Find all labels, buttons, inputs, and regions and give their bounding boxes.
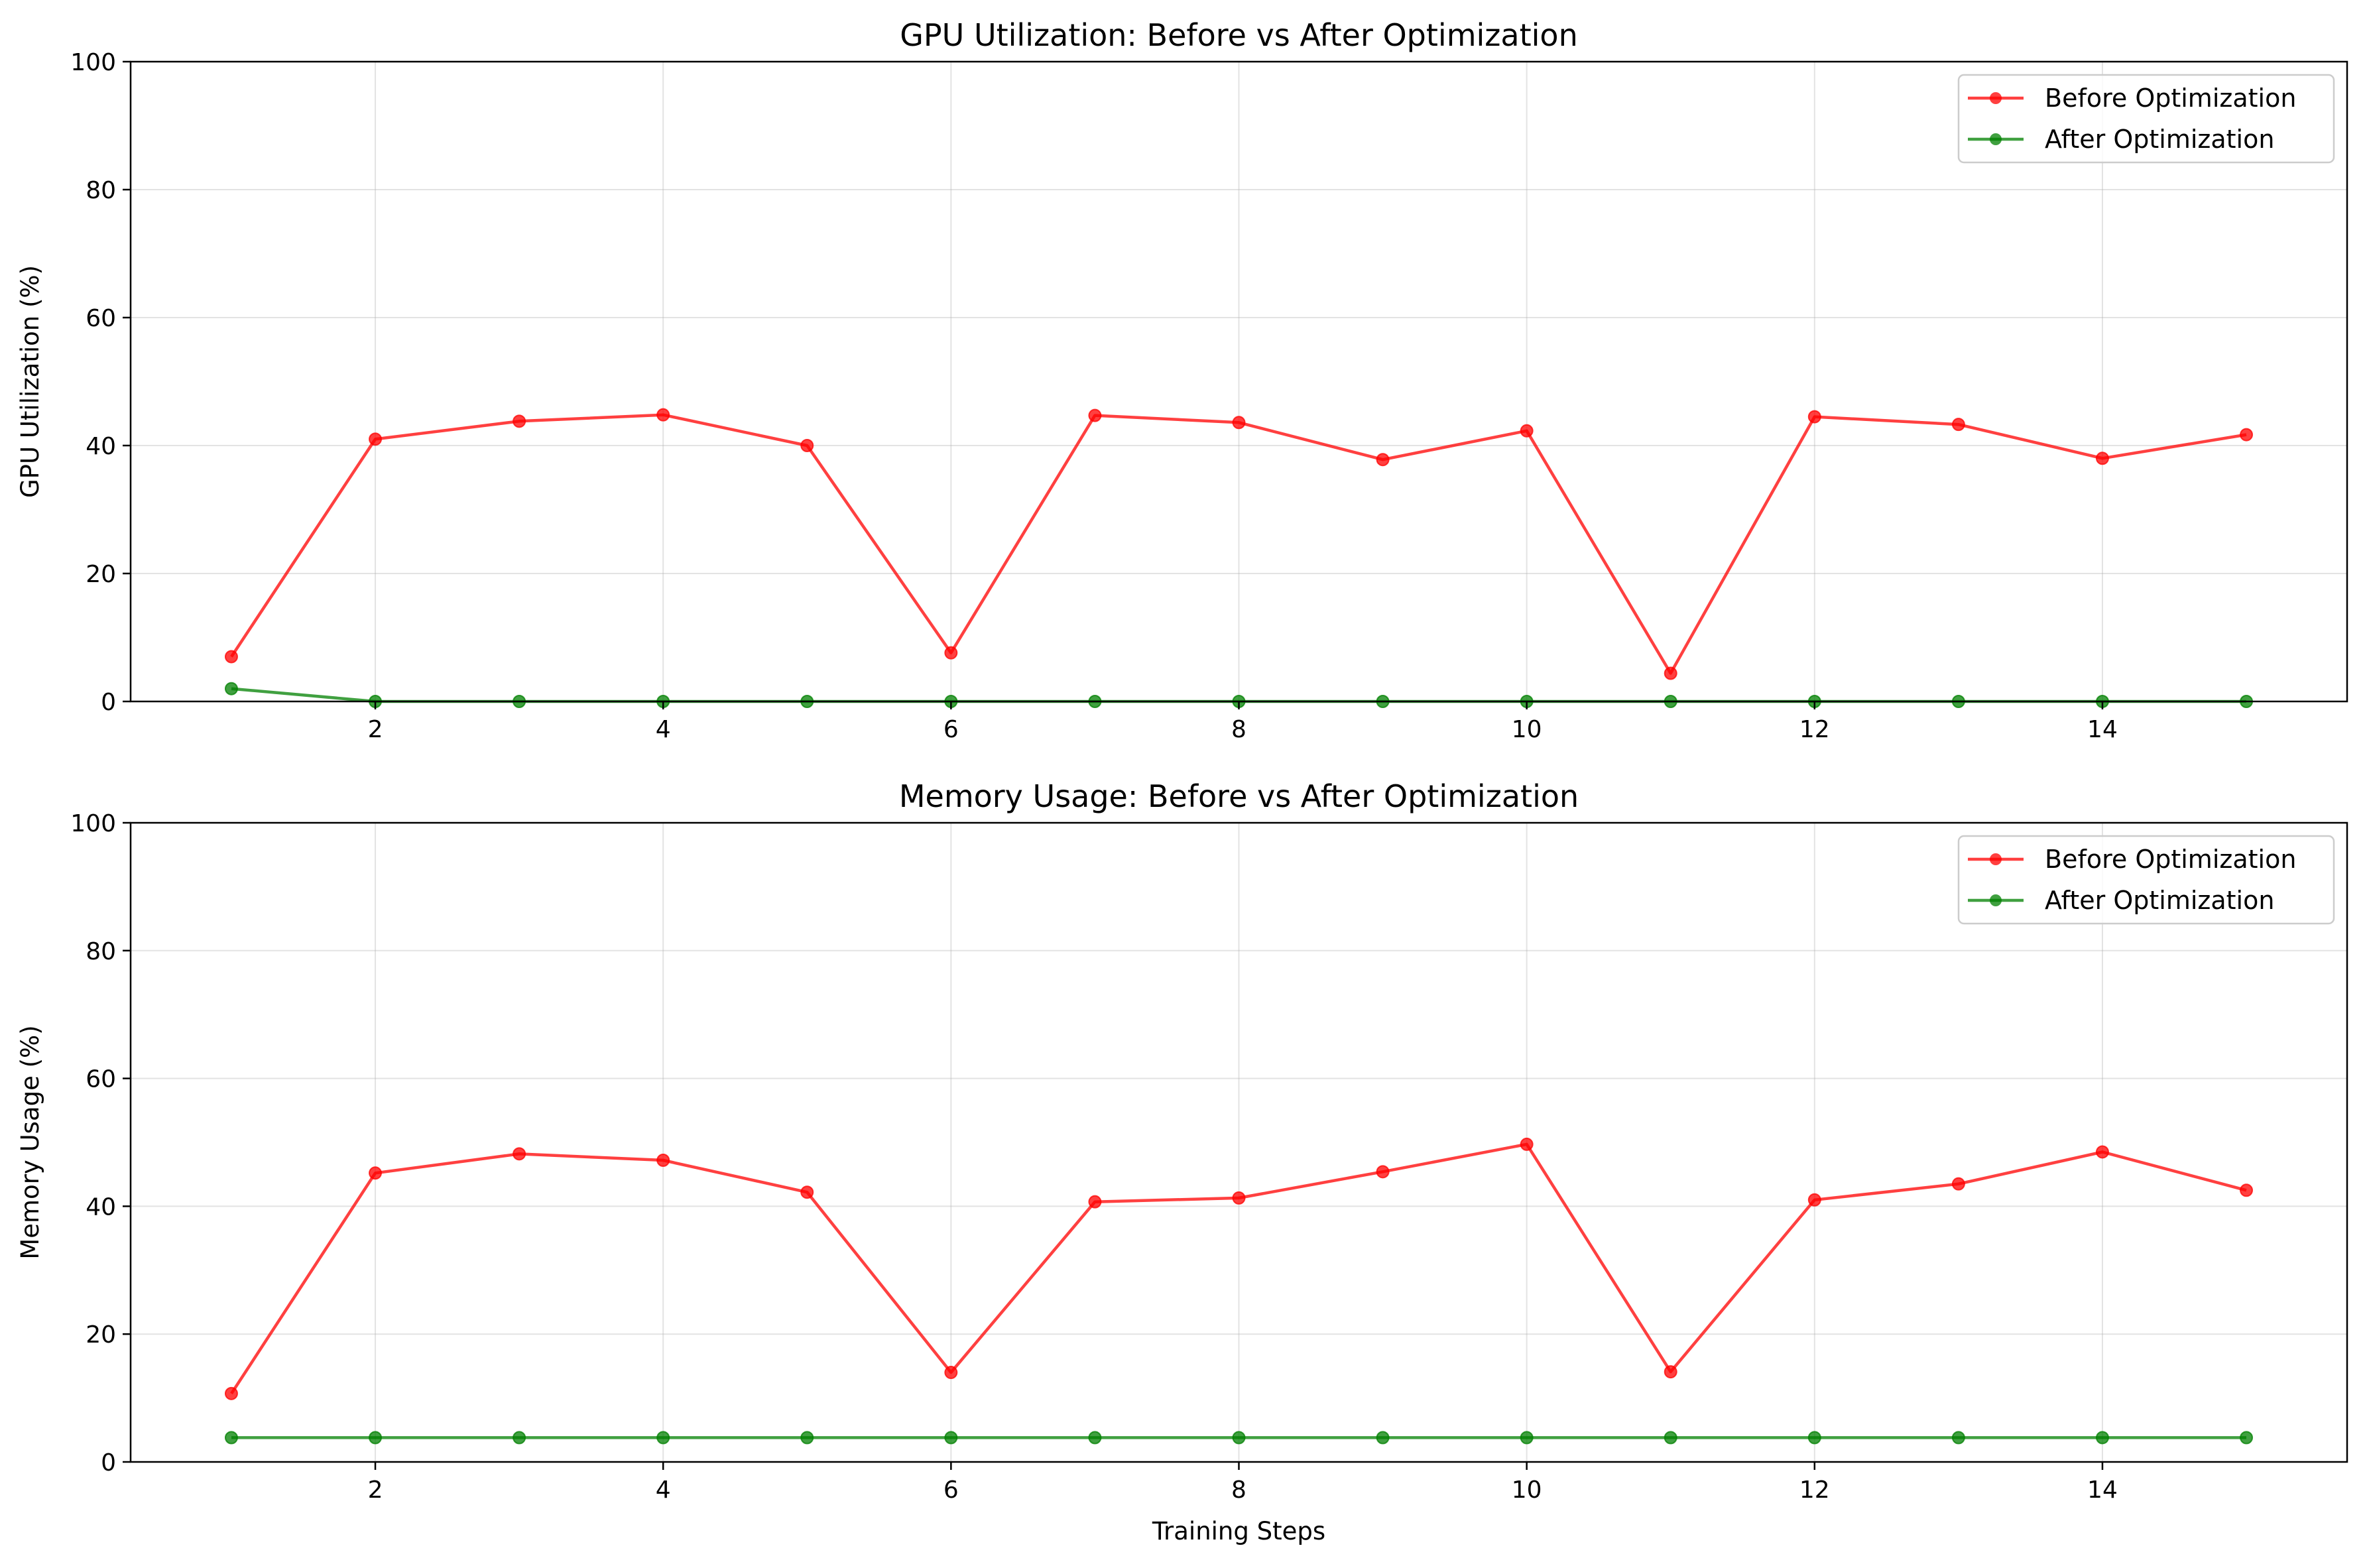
memory-after-data-point — [2240, 1431, 2254, 1445]
memory-after-data-point — [1232, 1431, 1246, 1445]
gpu-x-tick-label: 4 — [656, 716, 671, 743]
gpu-y-tick-label: 60 — [86, 305, 116, 332]
gpu-before-data-point — [2240, 428, 2254, 442]
gpu-legend-before-label: Before Optimization — [2045, 84, 2296, 113]
gpu-y-tick-label: 80 — [86, 177, 116, 204]
memory-before-data-point — [1664, 1365, 1677, 1379]
memory-after-data-point — [656, 1431, 670, 1445]
memory-after-data-point — [2095, 1431, 2109, 1445]
memory-after-data-point — [1664, 1431, 1677, 1445]
memory-before-data-point — [369, 1166, 383, 1180]
memory-before-data-point — [1088, 1195, 1102, 1209]
memory-y-tick-label: 60 — [86, 1066, 116, 1093]
gpu-legend: Before Optimization After Optimization — [1957, 74, 2335, 164]
memory-before-data-point — [2240, 1183, 2254, 1197]
memory-x-tick-label: 6 — [943, 1477, 959, 1504]
gpu-x-tick-label: 6 — [943, 716, 959, 743]
gpu-utilization-panel: 2 4 6 8 10 12 14 0 20 40 60 80 100 GPU Utilization: … — [16, 17, 2348, 743]
memory-before-data-point — [2095, 1145, 2109, 1159]
memory-x-tick-label: 14 — [2087, 1477, 2118, 1504]
memory-after-data-point — [1520, 1431, 1534, 1445]
gpu-legend-after-marker — [1990, 133, 2002, 145]
memory-y-tick-label: 20 — [86, 1321, 116, 1349]
gpu-before-data-point — [800, 439, 814, 452]
gpu-before-data-point — [369, 432, 383, 446]
memory-y-tick-label: 40 — [86, 1193, 116, 1221]
gpu-before-data-point — [1376, 453, 1390, 467]
memory-y-tick-label: 0 — [101, 1449, 116, 1477]
memory-after-data-point — [369, 1431, 383, 1445]
gpu-before-data-point — [1807, 410, 1821, 424]
gpu-after-data-point — [224, 682, 238, 695]
memory-x-tick-label: 4 — [656, 1477, 671, 1504]
gpu-before-data-point — [1664, 666, 1677, 680]
memory-after-data-point — [1951, 1431, 1965, 1445]
gpu-before-data-point — [513, 414, 526, 428]
gpu-legend-before-marker — [1990, 92, 2002, 104]
gpu-x-tick-label: 14 — [2087, 716, 2118, 743]
gpu-y-tick-label: 0 — [101, 689, 116, 716]
gpu-legend-after-label: After Optimization — [2045, 125, 2274, 154]
gpu-chart-title: GPU Utilization: Before vs After Optimiz… — [900, 17, 1577, 53]
memory-y-axis-label: Memory Usage (%) — [16, 1025, 44, 1259]
gpu-x-tick-label: 12 — [1799, 716, 1830, 743]
gpu-y-axis-label: GPU Utilization (%) — [16, 265, 44, 498]
memory-before-data-point — [1232, 1191, 1246, 1205]
memory-after-data-point — [944, 1431, 958, 1445]
gpu-x-tick-label: 8 — [1231, 716, 1246, 743]
memory-x-axis-label: Training Steps — [1152, 1517, 1325, 1545]
memory-x-tick-label: 12 — [1799, 1477, 1830, 1504]
gpu-y-tick-label: 100 — [70, 49, 116, 76]
memory-legend-before-marker — [1990, 853, 2002, 865]
memory-before-data-point — [1376, 1165, 1390, 1179]
memory-before-data-point — [513, 1147, 526, 1161]
memory-before-data-point — [1520, 1137, 1534, 1151]
memory-legend-after-label: After Optimization — [2045, 886, 2274, 915]
gpu-before-data-point — [656, 408, 670, 422]
memory-legend-before-label: Before Optimization — [2045, 845, 2296, 874]
memory-y-tick-label: 80 — [86, 938, 116, 965]
memory-before-data-point — [224, 1386, 238, 1400]
memory-chart-title: Memory Usage: Before vs After Optimizati… — [899, 778, 1579, 814]
gpu-x-tick-label: 2 — [368, 716, 383, 743]
gpu-before-data-point — [224, 650, 238, 664]
memory-after-data-point — [224, 1431, 238, 1445]
memory-after-data-point — [1088, 1431, 1102, 1445]
gpu-before-data-point — [2095, 452, 2109, 465]
memory-x-tick-label: 2 — [368, 1477, 383, 1504]
gpu-before-data-point — [1232, 416, 1246, 430]
memory-legend-after-marker — [1990, 894, 2002, 906]
gpu-before-data-point — [944, 646, 958, 660]
memory-legend: Before Optimization After Optimization — [1957, 835, 2335, 925]
memory-usage-panel: 2 4 6 8 10 12 14 0 20 40 60 80 100 Memory Usage: Bef… — [16, 778, 2348, 1545]
memory-ticks: 2 4 6 8 10 12 14 0 20 40 60 80 100 — [70, 810, 2118, 1504]
gpu-before-data-point — [1088, 408, 1102, 422]
gpu-legend-box — [1957, 74, 2335, 164]
memory-after-data-point — [800, 1431, 814, 1445]
memory-before-data-point — [656, 1153, 670, 1167]
memory-x-tick-label: 10 — [1512, 1477, 1542, 1504]
memory-before-data-point — [800, 1185, 814, 1199]
gpu-before-data-point — [1520, 424, 1534, 438]
gpu-before-data-point — [1951, 418, 1965, 432]
memory-before-data-point — [1951, 1177, 1965, 1191]
memory-before-data-point — [944, 1366, 958, 1380]
memory-after-data-point — [513, 1431, 526, 1445]
memory-series — [224, 1137, 2254, 1445]
memory-before-data-point — [1807, 1193, 1821, 1207]
gpu-ticks: 2 4 6 8 10 12 14 0 20 40 60 80 100 — [70, 49, 2118, 743]
gpu-y-tick-label: 40 — [86, 433, 116, 460]
gpu-x-tick-label: 10 — [1512, 716, 1542, 743]
memory-x-tick-label: 8 — [1231, 1477, 1246, 1504]
memory-y-tick-label: 100 — [70, 810, 116, 837]
gpu-y-tick-label: 20 — [86, 561, 116, 588]
memory-legend-box — [1957, 835, 2335, 925]
memory-after-data-point — [1807, 1431, 1821, 1445]
memory-after-data-point — [1376, 1431, 1390, 1445]
